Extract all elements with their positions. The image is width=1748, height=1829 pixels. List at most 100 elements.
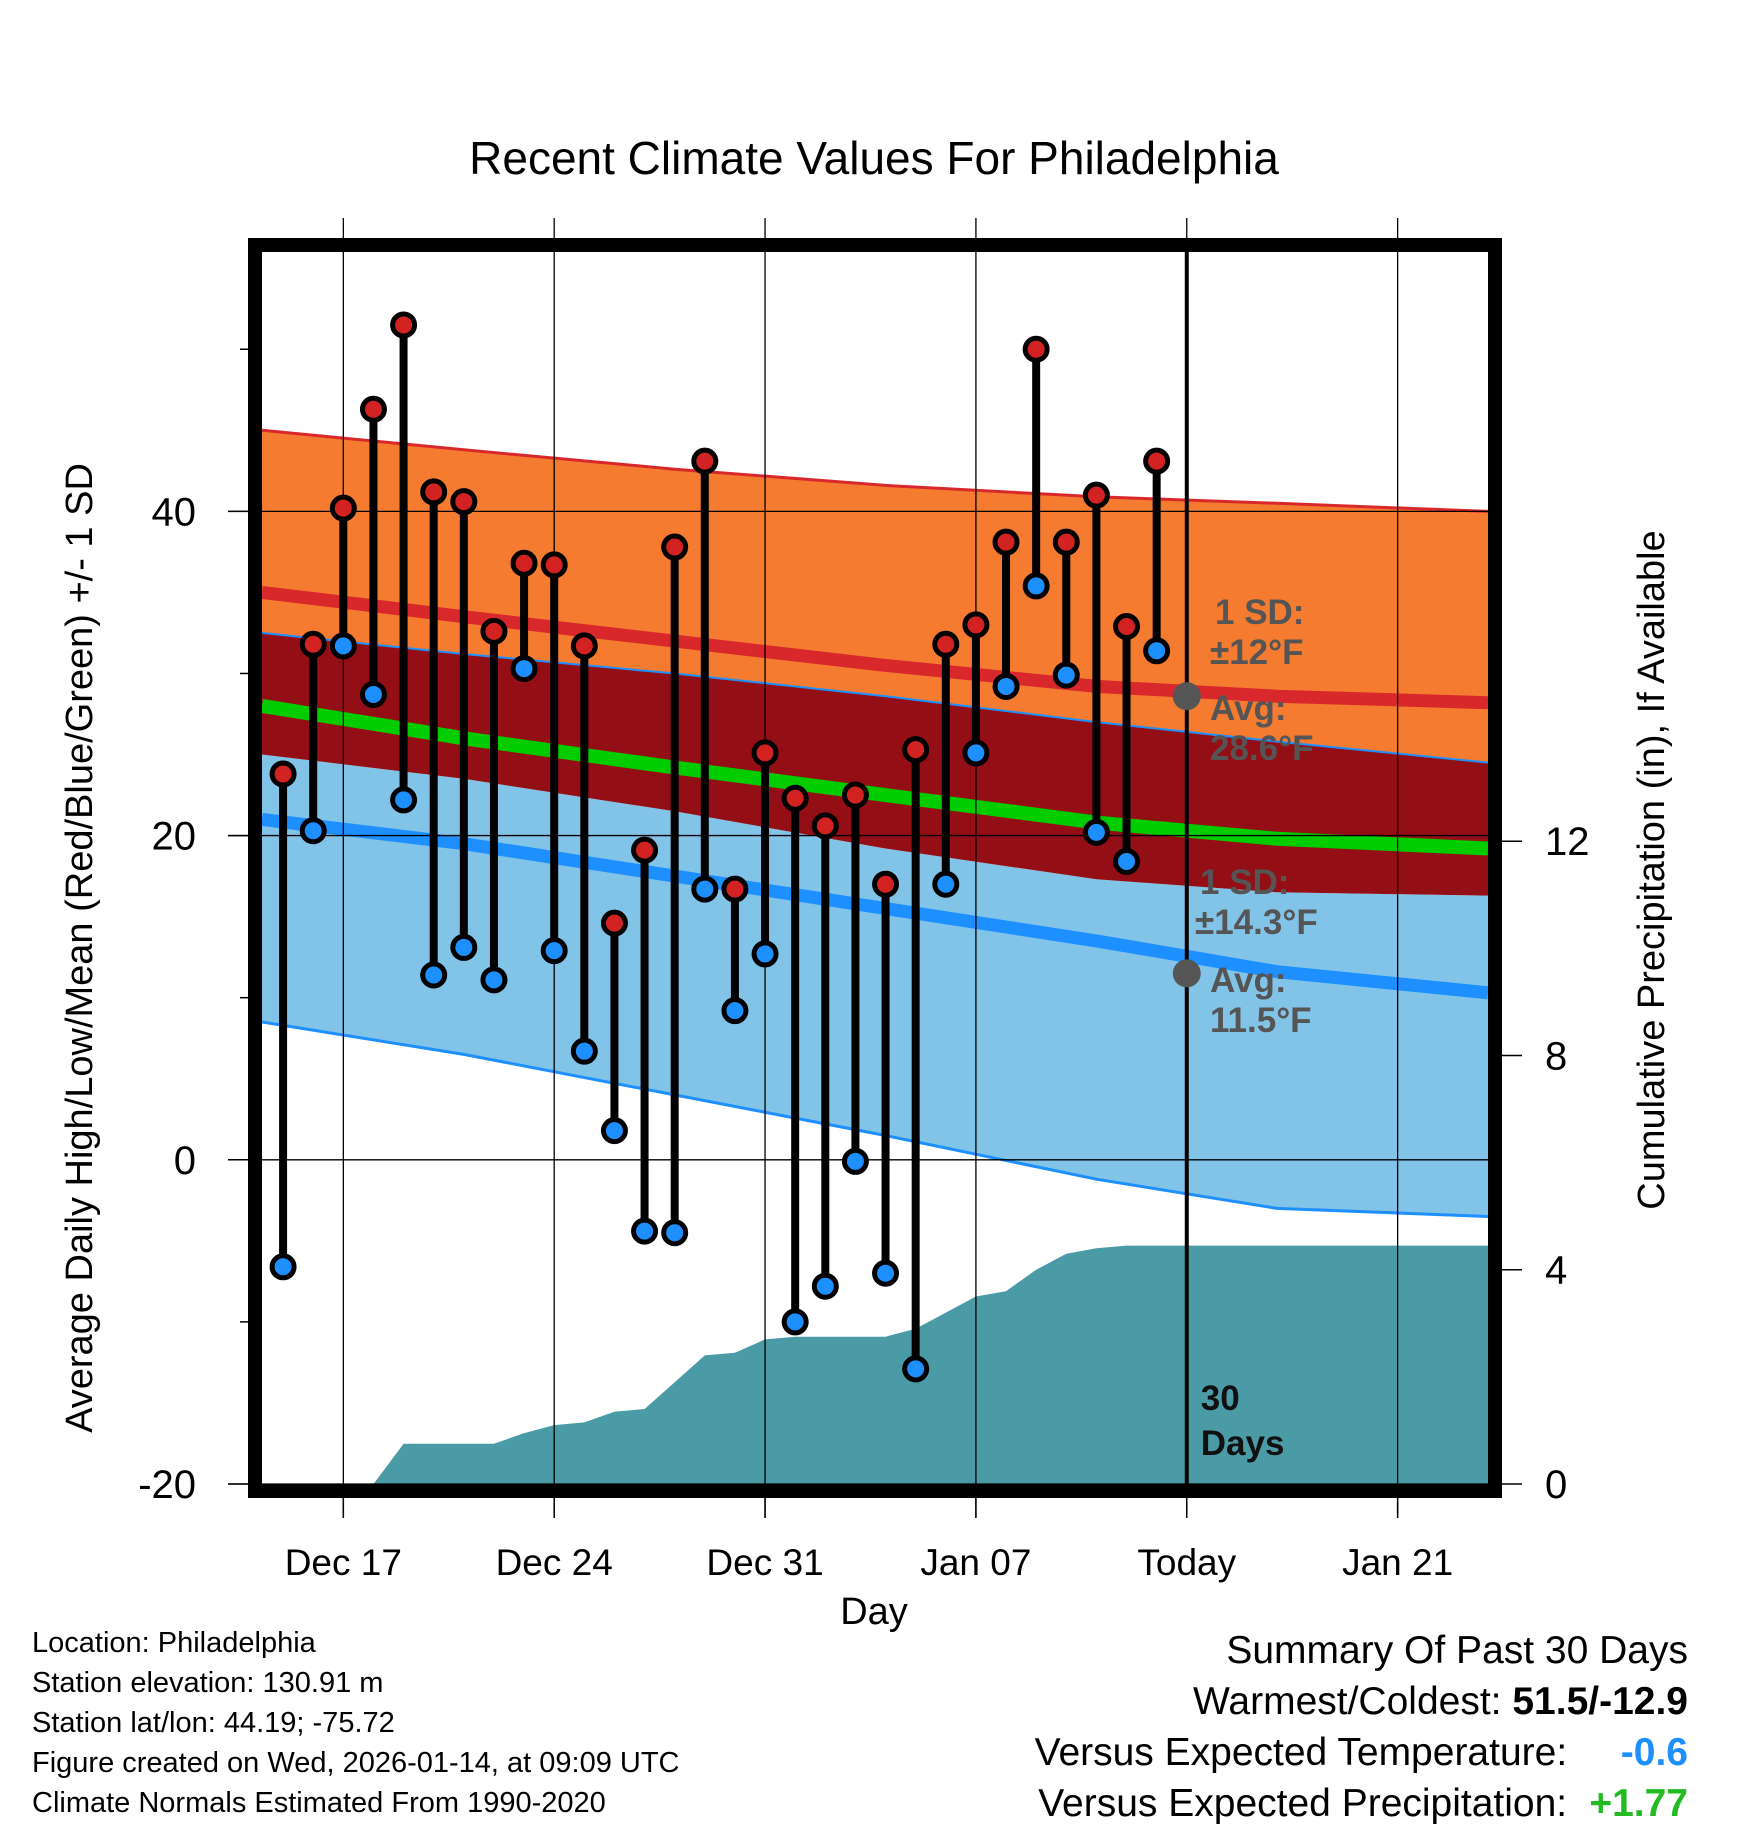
obs-high-point — [299, 630, 327, 658]
high-sd-label: 1 SD: — [1215, 593, 1304, 632]
plot-area — [262, 428, 1488, 1484]
obs-high-point — [962, 611, 990, 639]
x-tick-label: Dec 17 — [285, 1542, 402, 1583]
warm-cold-value: 51.5/-12.9 — [1512, 1680, 1688, 1723]
station-info: Location: Philadelphia Station elevation… — [32, 1623, 680, 1823]
summary-precip: Versus Expected Precipitation: +1.77 — [1035, 1778, 1688, 1829]
obs-high-point — [1022, 335, 1050, 363]
obs-low-point — [691, 875, 719, 903]
obs-low-point — [1052, 661, 1080, 689]
y-tick-label: -20 — [138, 1463, 196, 1507]
low-sd-band — [262, 754, 1488, 1217]
y-tick-label: 20 — [152, 815, 197, 859]
low-avg-value: 11.5°F — [1210, 1001, 1312, 1040]
obs-low-point — [721, 997, 749, 1025]
obs-low-point — [1143, 637, 1171, 665]
created-text: Figure created on Wed, 2026-01-14, at 09… — [32, 1747, 680, 1779]
obs-low-point — [992, 672, 1020, 700]
high-avg-value: 28.6°F — [1210, 729, 1314, 768]
obs-low-point — [420, 961, 448, 989]
temp-value: -0.6 — [1620, 1731, 1688, 1774]
elevation-text: Station elevation: 130.91 m — [32, 1667, 384, 1699]
plot-frame — [248, 238, 1502, 1498]
obs-low-point — [781, 1308, 809, 1336]
obs-high-point — [570, 632, 598, 660]
obs-high-point — [902, 736, 930, 764]
x-tick-label: Jan 21 — [1342, 1542, 1453, 1583]
obs-high-point — [420, 478, 448, 506]
obs-high-point — [721, 875, 749, 903]
obs-low-point — [480, 966, 508, 994]
y2-axis-label: Cumulative Precipitation (in), If Availa… — [1631, 530, 1673, 1209]
precipitation-area — [262, 1245, 1488, 1484]
obs-low-point — [600, 1117, 628, 1145]
obs-high-point — [631, 836, 659, 864]
low-avg-marker — [1172, 959, 1201, 988]
obs-low-point — [450, 933, 478, 961]
obs-low-point — [872, 1259, 900, 1287]
axes: Dec 17 Dec 24 Dec 31 Jan 07 Today Jan 21 -20 0 2… — [138, 348, 1590, 1583]
obs-high-point — [1082, 481, 1110, 509]
obs-low-point — [661, 1219, 689, 1247]
location-text: Location: Philadelphia — [32, 1627, 316, 1659]
obs-high-point — [329, 494, 357, 522]
y-axis-label: Average Daily High/Low/Mean (Red/Blue/Gr… — [59, 463, 101, 1433]
plot-border — [248, 238, 1502, 1498]
y2-tick-label: 4 — [1545, 1249, 1567, 1293]
obs-low-point — [932, 870, 960, 898]
low-sd-label: 1 SD: — [1200, 863, 1289, 902]
x-axis-label: Day — [840, 1591, 908, 1633]
x-tick-label: Jan 07 — [920, 1542, 1031, 1583]
obs-low-point — [1082, 818, 1110, 846]
obs-low-point — [510, 655, 538, 683]
y2-tick-label: 0 — [1545, 1463, 1567, 1507]
temp-label: Versus Expected Temperature: — [1034, 1731, 1568, 1774]
today-days-label-line: Days — [1201, 1424, 1285, 1463]
obs-high-point — [751, 739, 779, 767]
obs-low-point — [751, 940, 779, 968]
x-tick-label: Today — [1137, 1542, 1236, 1583]
obs-low-point — [329, 632, 357, 660]
high-sd-band — [262, 430, 1488, 763]
obs-high-point — [540, 551, 568, 579]
obs-high-point — [781, 784, 809, 812]
obs-high-point — [1052, 528, 1080, 556]
obs-high-point — [811, 812, 839, 840]
high-sd-value: ±12°F — [1210, 633, 1304, 672]
y-tick-label: 40 — [152, 490, 197, 534]
summary-title: Summary Of Past 30 Days — [1226, 1629, 1688, 1672]
obs-low-point — [811, 1272, 839, 1300]
precip-value: +1.77 — [1589, 1782, 1688, 1825]
obs-high-point — [841, 781, 869, 809]
warm-cold-label: Warmest/Coldest: — [1193, 1680, 1502, 1723]
obs-low-point — [540, 937, 568, 965]
high-avg-marker — [1172, 682, 1201, 711]
high-upper-line — [262, 428, 1488, 513]
obs-low-point — [570, 1037, 598, 1065]
obs-low-point — [359, 681, 387, 709]
obs-high-point — [510, 549, 538, 577]
obs-low-point — [631, 1217, 659, 1245]
obs-high-point — [661, 533, 689, 561]
today-days-label-line: 30 — [1201, 1379, 1240, 1418]
latlon-text: Station lat/lon: 44.19; -75.72 — [32, 1707, 395, 1739]
high-avg-label: Avg: — [1210, 689, 1286, 728]
obs-high-point — [269, 760, 297, 788]
obs-low-point — [841, 1147, 869, 1175]
low-sd-value: ±14.3°F — [1195, 903, 1318, 942]
normals-text: Climate Normals Estimated From 1990-2020 — [32, 1787, 606, 1819]
low-avg-label: Avg: — [1210, 961, 1286, 1000]
obs-low-point — [1022, 572, 1050, 600]
chart-title: Recent Climate Values For Philadelphia — [469, 132, 1279, 184]
today-days-label: 30 Days — [1201, 1379, 1285, 1463]
observations — [269, 311, 1171, 1383]
obs-high-point — [932, 630, 960, 658]
obs-high-point — [390, 311, 418, 339]
obs-high-point — [691, 447, 719, 475]
x-tick-label: Dec 31 — [706, 1542, 823, 1583]
x-tick-label: Dec 24 — [496, 1542, 613, 1583]
obs-high-point — [1143, 447, 1171, 475]
y-tick-label: 0 — [174, 1139, 196, 1183]
